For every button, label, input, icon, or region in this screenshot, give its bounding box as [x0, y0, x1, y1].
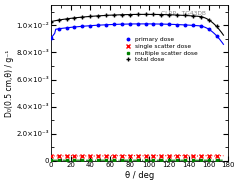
single scatter dose: [192, 155, 194, 157]
multiple scatter dose: [89, 159, 92, 161]
primary dose: [113, 23, 115, 26]
single scatter dose: [168, 155, 171, 157]
primary dose: [57, 28, 60, 30]
total dose: [73, 17, 76, 19]
primary dose: [65, 27, 68, 29]
total dose: [152, 13, 155, 16]
total dose: [168, 14, 171, 16]
single scatter dose: [89, 154, 92, 157]
primary dose: [128, 23, 131, 25]
primary dose: [81, 25, 84, 27]
total dose: [113, 14, 115, 16]
multiple scatter dose: [128, 159, 131, 161]
primary dose: [184, 24, 186, 26]
multiple scatter dose: [160, 159, 163, 161]
total dose: [176, 14, 179, 16]
primary dose: [176, 23, 179, 26]
multiple scatter dose: [215, 159, 218, 161]
primary dose: [215, 35, 218, 37]
multiple scatter dose: [207, 159, 210, 161]
total dose: [207, 19, 210, 21]
multiple scatter dose: [136, 159, 139, 161]
multiple scatter dose: [81, 159, 84, 161]
total dose: [89, 15, 92, 18]
multiple scatter dose: [176, 159, 179, 161]
total dose: [136, 13, 139, 16]
total dose: [199, 16, 202, 18]
single scatter dose: [160, 154, 163, 157]
Line: multiple scatter dose: multiple scatter dose: [50, 159, 218, 161]
total dose: [184, 14, 186, 16]
multiple scatter dose: [144, 159, 147, 161]
multiple scatter dose: [73, 159, 76, 161]
multiple scatter dose: [184, 159, 186, 161]
primary dose: [97, 24, 100, 26]
single scatter dose: [65, 155, 68, 157]
primary dose: [199, 25, 202, 27]
Line: primary dose: primary dose: [49, 23, 218, 40]
X-axis label: θ / deg: θ / deg: [125, 171, 154, 180]
primary dose: [120, 23, 123, 25]
single scatter dose: [81, 154, 84, 157]
single scatter dose: [49, 155, 52, 157]
total dose: [120, 14, 123, 16]
total dose: [160, 14, 163, 16]
single scatter dose: [207, 155, 210, 157]
single scatter dose: [215, 155, 218, 157]
single scatter dose: [144, 154, 147, 157]
single scatter dose: [184, 154, 186, 157]
multiple scatter dose: [199, 159, 202, 161]
total dose: [192, 15, 194, 17]
primary dose: [152, 23, 155, 25]
primary dose: [207, 28, 210, 30]
primary dose: [136, 23, 139, 25]
multiple scatter dose: [105, 159, 108, 161]
total dose: [128, 13, 131, 16]
multiple scatter dose: [65, 159, 68, 161]
multiple scatter dose: [152, 159, 155, 161]
Text: CLRP   TG43DB: CLRP TG43DB: [161, 11, 206, 16]
primary dose: [144, 23, 147, 25]
multiple scatter dose: [49, 159, 52, 161]
single scatter dose: [57, 155, 60, 157]
total dose: [57, 19, 60, 21]
total dose: [215, 25, 218, 28]
primary dose: [49, 37, 52, 40]
total dose: [144, 13, 147, 16]
single scatter dose: [152, 154, 155, 157]
primary dose: [192, 24, 194, 26]
total dose: [105, 14, 108, 16]
total dose: [65, 18, 68, 20]
Line: single scatter dose: single scatter dose: [49, 154, 218, 158]
single scatter dose: [73, 154, 76, 157]
primary dose: [89, 25, 92, 27]
single scatter dose: [199, 155, 202, 157]
total dose: [81, 16, 84, 18]
single scatter dose: [97, 155, 100, 157]
Legend: primary dose, single scatter dose, multiple scatter dose, total dose: primary dose, single scatter dose, multi…: [121, 36, 199, 64]
Y-axis label: D₀(0.5 cm,θ) / g⁻¹: D₀(0.5 cm,θ) / g⁻¹: [5, 49, 14, 117]
single scatter dose: [136, 155, 139, 157]
total dose: [49, 21, 52, 23]
single scatter dose: [120, 155, 123, 157]
single scatter dose: [128, 154, 131, 157]
single scatter dose: [176, 155, 179, 157]
single scatter dose: [113, 155, 115, 157]
total dose: [97, 15, 100, 17]
multiple scatter dose: [120, 159, 123, 161]
single scatter dose: [105, 155, 108, 157]
multiple scatter dose: [168, 159, 171, 161]
multiple scatter dose: [113, 159, 115, 161]
multiple scatter dose: [57, 159, 60, 161]
Line: total dose: total dose: [49, 12, 219, 28]
primary dose: [105, 24, 108, 26]
multiple scatter dose: [97, 159, 100, 161]
primary dose: [160, 23, 163, 25]
primary dose: [73, 26, 76, 28]
multiple scatter dose: [192, 159, 194, 161]
primary dose: [168, 23, 171, 25]
